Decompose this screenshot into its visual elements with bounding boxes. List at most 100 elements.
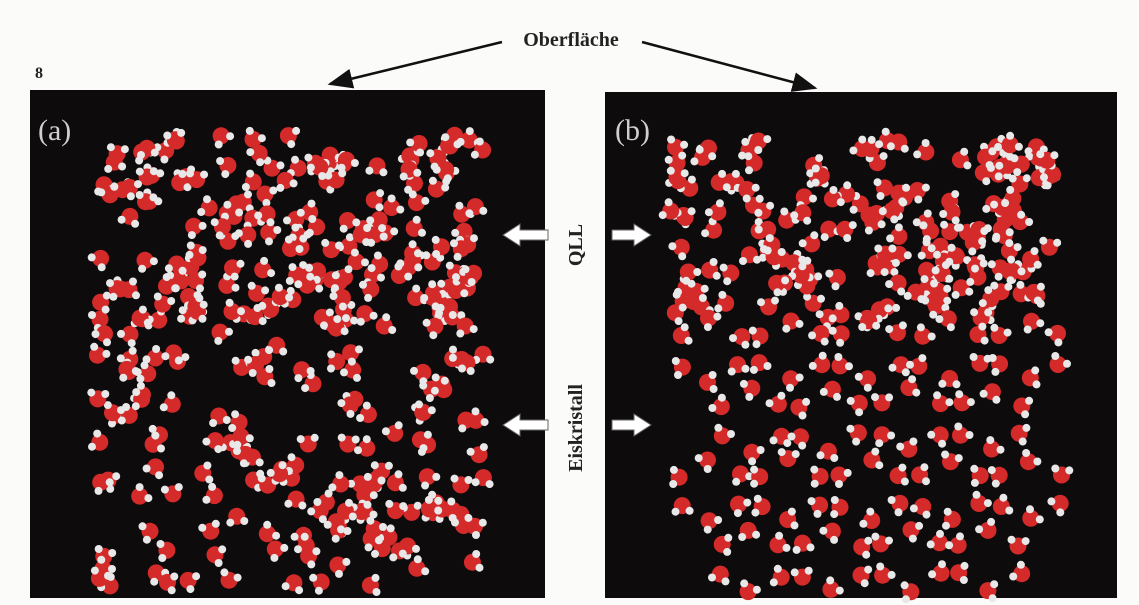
hydrogen bbox=[279, 461, 287, 469]
hydrogen bbox=[799, 239, 807, 247]
hydrogen bbox=[743, 195, 751, 203]
hydrogen bbox=[723, 548, 731, 556]
hydrogen bbox=[197, 208, 205, 216]
hydrogen bbox=[186, 251, 194, 259]
hydrogen bbox=[320, 321, 328, 329]
hydrogen bbox=[1047, 497, 1055, 505]
hydrogen bbox=[158, 554, 166, 562]
hydrogen bbox=[315, 285, 323, 293]
hydrogen bbox=[670, 466, 678, 474]
hydrogen bbox=[286, 277, 294, 285]
hydrogen bbox=[688, 176, 696, 184]
hydrogen bbox=[988, 147, 996, 155]
hydrogen bbox=[365, 543, 373, 551]
hydrogen bbox=[892, 304, 900, 312]
hydrogen bbox=[157, 540, 165, 548]
hydrogen bbox=[858, 136, 866, 144]
hydrogen bbox=[294, 374, 302, 382]
hydrogen bbox=[486, 356, 494, 364]
hydrogen bbox=[371, 550, 379, 558]
hydrogen bbox=[305, 264, 313, 272]
hydrogen bbox=[205, 476, 213, 484]
hydrogen bbox=[244, 356, 252, 364]
hydrogen bbox=[413, 169, 421, 177]
hydrogen bbox=[1006, 228, 1014, 236]
hydrogen bbox=[313, 498, 321, 506]
hydrogen bbox=[395, 421, 403, 429]
hydrogen bbox=[995, 273, 1003, 281]
hydrogen bbox=[246, 170, 254, 178]
hydrogen bbox=[362, 238, 370, 246]
hydrogen bbox=[244, 240, 252, 248]
hydrogen bbox=[1017, 211, 1025, 219]
hydrogen bbox=[757, 446, 765, 454]
hydrogen bbox=[451, 229, 459, 237]
hydrogen bbox=[347, 410, 355, 418]
hydrogen bbox=[88, 311, 96, 319]
hydrogen bbox=[967, 398, 975, 406]
hydrogen bbox=[277, 161, 285, 169]
hydrogen bbox=[202, 438, 210, 446]
hydrogen bbox=[198, 524, 206, 532]
hydrogen bbox=[938, 560, 946, 568]
ice-crystal-label: Eiskristall bbox=[565, 384, 587, 472]
hydrogen bbox=[1006, 132, 1014, 140]
hydrogen bbox=[1004, 329, 1012, 337]
hydrogen bbox=[117, 330, 125, 338]
hydrogen bbox=[753, 340, 761, 348]
hydrogen bbox=[273, 226, 281, 234]
hydrogen bbox=[805, 567, 813, 575]
hydrogen bbox=[301, 384, 309, 392]
hydrogen bbox=[833, 393, 841, 401]
hydrogen bbox=[902, 595, 910, 603]
hydrogen bbox=[866, 508, 874, 516]
hydrogen bbox=[808, 331, 816, 339]
hydrogen bbox=[441, 184, 449, 192]
hydrogen bbox=[104, 165, 112, 173]
hydrogen bbox=[421, 197, 429, 205]
hydrogen bbox=[237, 307, 245, 315]
hydrogen bbox=[668, 242, 676, 250]
hydrogen bbox=[151, 149, 159, 157]
hydrogen bbox=[327, 350, 335, 358]
hydrogen bbox=[291, 533, 299, 541]
hydrogen bbox=[382, 313, 390, 321]
hydrogen bbox=[803, 217, 811, 225]
hydrogen bbox=[154, 293, 162, 301]
hydrogen bbox=[240, 459, 248, 467]
hydrogen bbox=[163, 273, 171, 281]
hydrogen bbox=[978, 237, 986, 245]
hydrogen bbox=[938, 440, 946, 448]
hydrogen bbox=[843, 181, 851, 189]
hydrogen bbox=[121, 145, 129, 153]
hydrogen bbox=[816, 310, 824, 318]
hydrogen bbox=[167, 391, 175, 399]
hydrogen bbox=[396, 206, 404, 214]
hydrogen bbox=[890, 215, 898, 223]
hydrogen bbox=[377, 274, 385, 282]
hydrogen bbox=[679, 304, 687, 312]
hydrogen bbox=[1037, 283, 1045, 291]
hydrogen bbox=[989, 354, 997, 362]
hydrogen bbox=[472, 531, 480, 539]
hydrogen bbox=[793, 546, 801, 554]
hydrogen bbox=[471, 151, 479, 159]
hydrogen bbox=[984, 286, 992, 294]
hydrogen bbox=[342, 314, 350, 322]
hydrogen bbox=[431, 387, 439, 395]
hydrogen bbox=[875, 439, 883, 447]
hydrogen bbox=[992, 396, 1000, 404]
hydrogen bbox=[450, 239, 458, 247]
hydrogen bbox=[468, 278, 476, 286]
hydrogen bbox=[871, 448, 879, 456]
hydrogen bbox=[109, 293, 117, 301]
hydrogen bbox=[879, 207, 887, 215]
hydrogen bbox=[373, 588, 381, 596]
hydrogen bbox=[364, 473, 372, 481]
hydrogen bbox=[291, 156, 299, 164]
hydrogen bbox=[1033, 458, 1041, 466]
hydrogen bbox=[902, 368, 910, 376]
hydrogen bbox=[831, 496, 839, 504]
hydrogen bbox=[200, 301, 208, 309]
hydrogen bbox=[297, 435, 305, 443]
